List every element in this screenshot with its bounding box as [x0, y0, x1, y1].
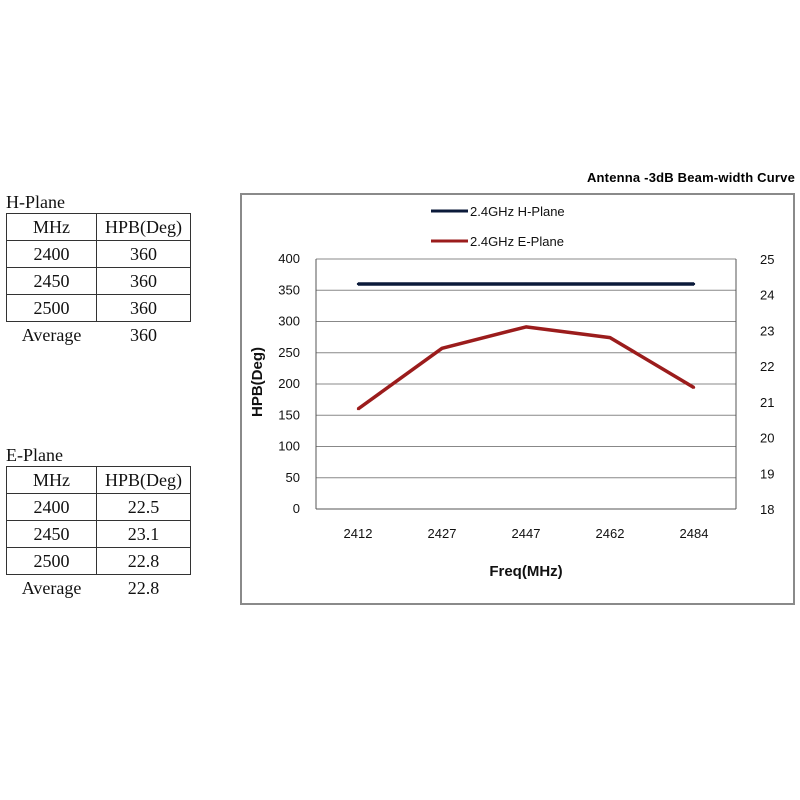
y-tick-label: 250 — [278, 345, 300, 360]
y2-tick-label: 20 — [760, 431, 774, 446]
data-point — [608, 336, 612, 339]
table-row: 2400 360 — [6, 240, 191, 268]
h-plane-title: H-Plane — [6, 192, 65, 212]
data-point — [440, 347, 444, 350]
cell-hpb: 23.1 — [96, 520, 191, 548]
x-tick-label: 2427 — [428, 526, 457, 541]
y-tick-label: 150 — [278, 407, 300, 422]
cell-hpb: 22.5 — [96, 493, 191, 521]
table-row: 2450 360 — [6, 267, 191, 295]
x-tick-label: 2447 — [512, 526, 541, 541]
x-axis-title: Freq(MHz) — [489, 563, 562, 580]
y2-tick-label: 24 — [760, 288, 774, 303]
header-mhz: MHz — [6, 466, 97, 494]
y-tick-label: 300 — [278, 314, 300, 329]
y-tick-label: 400 — [278, 251, 300, 266]
y-tick-label: 200 — [278, 376, 300, 391]
y2-tick-label: 23 — [760, 323, 774, 338]
legend-label: 2.4GHz E-Plane — [470, 234, 564, 249]
table-row: 2450 23.1 — [6, 520, 191, 548]
table-header-row: MHz HPB(Deg) — [6, 466, 191, 494]
y-tick-label: 0 — [293, 501, 300, 516]
header-hpb: HPB(Deg) — [96, 213, 191, 241]
cell-hpb: 22.8 — [96, 547, 191, 575]
cell-hpb: 360 — [96, 267, 191, 295]
cell-mhz: 2450 — [6, 267, 97, 295]
y2-tick-label: 19 — [760, 466, 774, 481]
y-tick-label: 100 — [278, 439, 300, 454]
cell-hpb: 360 — [96, 240, 191, 268]
data-point — [608, 282, 612, 286]
chart-title: Antenna -3dB Beam-width Curve — [586, 170, 795, 185]
data-point — [440, 282, 444, 286]
table-row: 2500 22.8 — [6, 547, 191, 575]
y2-tick-label: 25 — [760, 252, 774, 267]
data-point — [356, 282, 360, 286]
e-plane-table-block: E-Plane MHz HPB(Deg) 2400 22.5 2450 23.1… — [6, 444, 191, 601]
cell-mhz: 2450 — [6, 520, 97, 548]
average-label: Average — [21, 324, 82, 345]
y-tick-label: 50 — [286, 470, 300, 485]
e-plane-table: MHz HPB(Deg) 2400 22.5 2450 23.1 2500 22… — [6, 466, 191, 601]
cell-hpb: 360 — [96, 294, 191, 322]
legend-label: 2.4GHz H-Plane — [470, 204, 565, 219]
data-point — [692, 282, 696, 286]
y2-tick-label: 18 — [760, 502, 774, 517]
data-point — [356, 407, 360, 411]
data-point — [524, 325, 528, 329]
header-hpb: HPB(Deg) — [96, 466, 191, 494]
table-row: 2400 22.5 — [6, 493, 191, 521]
cell-mhz: 2500 — [6, 294, 97, 322]
average-value: 360 — [130, 324, 157, 345]
e-plane-title: E-Plane — [6, 445, 63, 465]
x-tick-label: 2412 — [344, 526, 373, 541]
chart-frame — [240, 193, 795, 605]
average-row: Average 360 — [7, 322, 191, 349]
y2-tick-label: 21 — [760, 395, 774, 410]
cell-mhz: 2500 — [6, 547, 97, 575]
cell-mhz: 2400 — [6, 493, 97, 521]
x-tick-label: 2484 — [680, 526, 709, 541]
h-plane-table-block: H-Plane MHz HPB(Deg) 2400 360 2450 360 2… — [6, 191, 191, 348]
y-tick-label: 350 — [278, 282, 300, 297]
data-point — [524, 282, 528, 286]
y-axis-title: HPB(Deg) — [249, 347, 266, 417]
cell-mhz: 2400 — [6, 240, 97, 268]
header-mhz: MHz — [6, 213, 97, 241]
average-label: Average — [21, 577, 82, 598]
average-value: 22.8 — [127, 577, 160, 598]
average-row: Average 22.8 — [7, 575, 191, 602]
beamwidth-chart: 0 50 100 150 200 250 300 350 400 18 19 20 21 22 23 24 25… — [249, 204, 774, 580]
h-plane-table: MHz HPB(Deg) 2400 360 2450 360 2500 360 … — [6, 213, 191, 348]
y2-tick-label: 22 — [760, 359, 774, 374]
x-tick-label: 2462 — [596, 526, 625, 541]
series-line — [356, 325, 695, 411]
data-point — [692, 386, 696, 389]
table-header-row: MHz HPB(Deg) — [6, 213, 191, 241]
table-row: 2500 360 — [6, 294, 191, 322]
